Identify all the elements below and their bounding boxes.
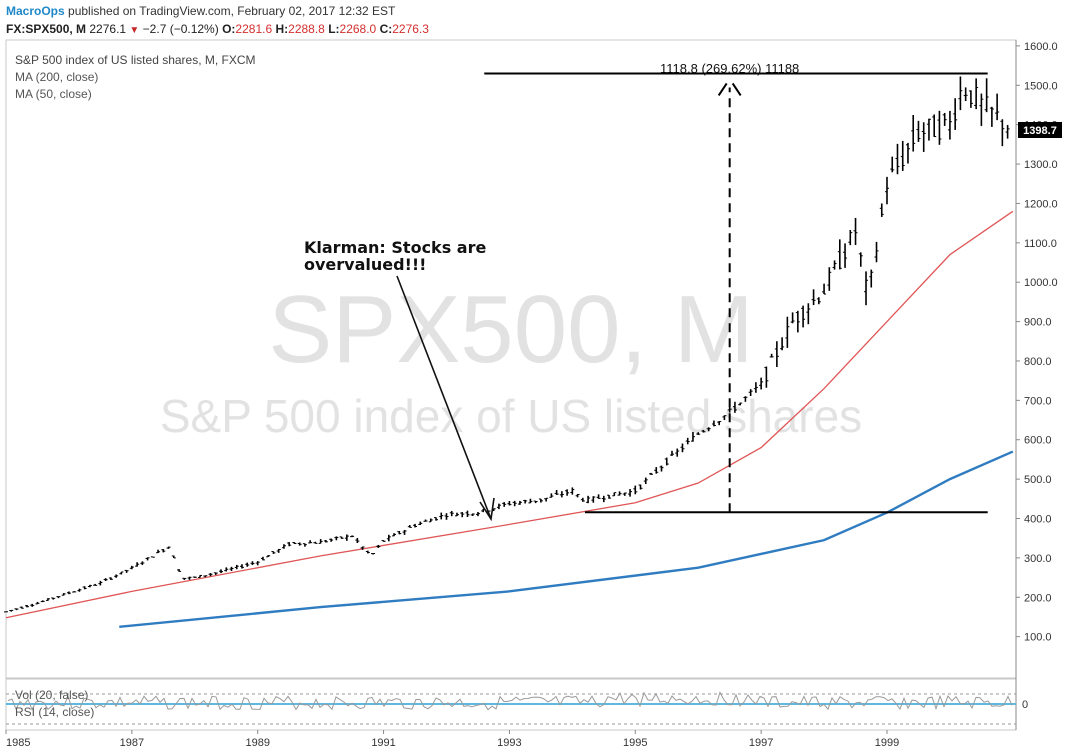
- open-label: O:: [222, 22, 236, 36]
- callout-arrow-head: [479, 497, 495, 522]
- publish-line: MacroOps published on TradingView.com, F…: [6, 4, 395, 18]
- watermark-description: S&P 500 index of US listed shares: [160, 390, 862, 442]
- callout-arrow-line: [396, 275, 492, 520]
- high-label: H:: [275, 22, 289, 36]
- measure-arrow-left: [717, 82, 728, 97]
- y-tick-label: 1100.0: [1024, 238, 1057, 250]
- time-axis[interactable]: 1985 1987 1989 1991 1993 1995 1997 1999: [5, 730, 899, 749]
- moving-averages: [5, 210, 1014, 628]
- x-tick-label: 1993: [497, 737, 521, 749]
- y-tick-label: 1000.0: [1024, 277, 1058, 289]
- chart-header: MacroOps published on TradingView.com, F…: [0, 0, 1067, 40]
- price-axis[interactable]: 100.0 200.0 300.0 400.0 500.0 600.0 700.0 800.0…: [1016, 41, 1058, 644]
- watermark-symbol: SPX500, M: [268, 276, 754, 383]
- y-tick-label: 1300.0: [1024, 159, 1058, 171]
- publisher-link[interactable]: MacroOps: [6, 4, 65, 18]
- x-tick-label: 1991: [371, 737, 395, 749]
- y-tick-label: 900.0: [1024, 317, 1052, 329]
- low-value: 2268.0: [339, 22, 377, 36]
- x-tick-label: 1999: [875, 737, 899, 749]
- last-price-tag: [1018, 122, 1062, 138]
- klarman-callout-line2: overvalued!!!: [304, 255, 426, 274]
- y-tick-label: 1500.0: [1024, 80, 1058, 92]
- y-tick-label: 200.0: [1024, 592, 1052, 604]
- x-tick-label: 1997: [749, 737, 773, 749]
- measure-label: 1118.8 (269.62%) 11188: [660, 61, 799, 76]
- legend-ma50[interactable]: MA (50, close): [15, 87, 92, 101]
- indicator-pane: Vol (20, false) RSI (14, close) 0: [6, 688, 1028, 725]
- x-tick-label: 1995: [623, 737, 647, 749]
- ohlc-line: FX:SPX500, M 2276.1 ▼ −2.7 (−0.12%) O:22…: [6, 22, 429, 36]
- close-label: C:: [379, 22, 393, 36]
- last-price-tag-value: 1398.7: [1023, 125, 1057, 137]
- annotations: 1118.8 (269.62%) 11188 Klarman: Stocks a…: [304, 61, 988, 522]
- rsi-legend[interactable]: RSI (14, close): [15, 705, 94, 719]
- x-tick-label: 1989: [245, 737, 269, 749]
- y-tick-label: 800.0: [1024, 356, 1052, 368]
- ma50-line: [119, 450, 1014, 628]
- publish-info: published on TradingView.com, February 0…: [68, 4, 396, 18]
- y-tick-label: 500.0: [1024, 474, 1052, 486]
- rsi-line: [7, 691, 1013, 711]
- price-bars: [4, 76, 1010, 613]
- last-price: 2276.1: [89, 22, 127, 36]
- legend-title[interactable]: S&P 500 index of US listed shares, M, FX…: [15, 53, 256, 67]
- legend-ma200[interactable]: MA (200, close): [15, 70, 98, 84]
- ma200-line: [5, 210, 1014, 619]
- symbol-label[interactable]: FX:SPX500, M: [6, 22, 87, 36]
- down-triangle-icon: ▼: [129, 25, 140, 36]
- y-tick-label: 300.0: [1024, 553, 1052, 565]
- x-tick-label: 1987: [120, 737, 144, 749]
- low-label: L:: [328, 22, 340, 36]
- price-change: −2.7 (−0.12%): [142, 22, 219, 36]
- x-tick-label: 1985: [6, 737, 30, 749]
- y-tick-label: 700.0: [1024, 395, 1052, 407]
- high-value: 2288.8: [288, 22, 325, 36]
- y-tick-label: 100.0: [1024, 632, 1052, 644]
- subpane-zero-tick: 0: [1022, 699, 1028, 711]
- measure-arrow-right: [731, 82, 742, 97]
- close-value: 2276.3: [392, 22, 429, 36]
- open-value: 2281.6: [235, 22, 273, 36]
- klarman-callout-line1: Klarman: Stocks are: [304, 238, 486, 257]
- y-tick-label: 1200.0: [1024, 198, 1058, 210]
- y-tick-label: 400.0: [1024, 514, 1052, 526]
- y-tick-label: 1600.0: [1024, 41, 1058, 53]
- vol-legend[interactable]: Vol (20, false): [15, 688, 88, 702]
- y-tick-label: 600.0: [1024, 435, 1052, 447]
